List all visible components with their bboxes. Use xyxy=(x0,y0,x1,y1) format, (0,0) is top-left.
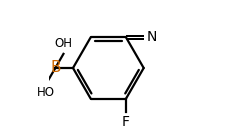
Text: F: F xyxy=(122,115,130,129)
Text: HO: HO xyxy=(37,86,55,99)
Text: N: N xyxy=(147,30,158,44)
Text: B: B xyxy=(50,61,61,75)
Text: OH: OH xyxy=(55,37,72,50)
